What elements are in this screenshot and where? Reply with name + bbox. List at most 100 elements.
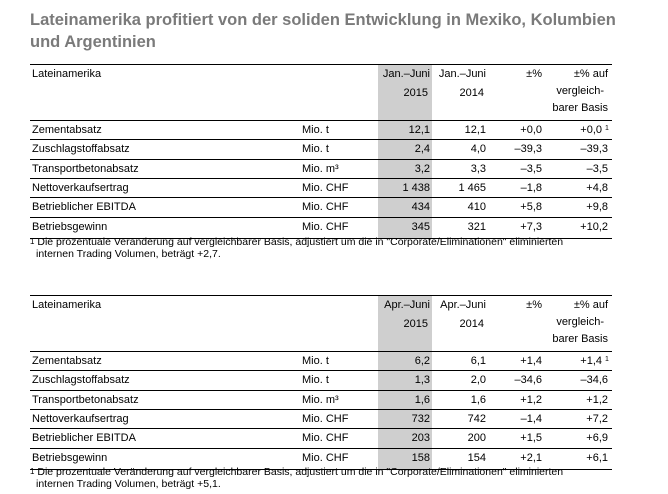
- results-table-2: Lateinamerika Apr.–Juni Apr.–Juni 2015 2014 ±…: [30, 295, 612, 471]
- row-rule: [30, 447, 612, 449]
- section-label: Lateinamerika: [32, 68, 102, 80]
- row-label: Nettoverkaufsertrag: [32, 181, 129, 194]
- footnote-text-line2: internen Trading Volumen, beträgt +2,7.: [36, 248, 221, 260]
- table-bottom-rule: [30, 468, 612, 470]
- col-header-lfl-line2: vergleich-: [556, 85, 604, 97]
- footnote-marker: 1: [605, 125, 609, 132]
- footnote: 1 Die prozentuale Veränderung auf vergle…: [30, 466, 630, 490]
- current-year-highlight: [378, 296, 432, 469]
- footnote-text-line2: internen Trading Volumen, beträgt +5,1.: [36, 478, 221, 490]
- value-current: 434: [411, 201, 430, 214]
- col-header-lfl-line1: ±% auf: [573, 68, 608, 80]
- row-rule: [30, 408, 612, 410]
- value-current: 158: [411, 451, 430, 464]
- value-current: 3,2: [414, 162, 430, 175]
- row-unit: Mio. m³: [302, 393, 339, 406]
- footnote-text-line1: Die prozentuale Veränderung auf vergleic…: [37, 236, 564, 248]
- row-label: Betriebsgewinn: [32, 451, 108, 464]
- row-unit: Mio. t: [302, 374, 329, 387]
- row-rule: [30, 389, 612, 391]
- value-change: +5,8: [520, 201, 542, 214]
- row-rule: [30, 158, 612, 160]
- row-label: Betriebsgewinn: [32, 220, 108, 233]
- table-top-rule: [30, 295, 612, 296]
- value-change: +2,1: [520, 451, 542, 464]
- row-rule: [30, 139, 612, 141]
- value-current: 1,3: [414, 374, 430, 387]
- value-change: +7,3: [520, 220, 542, 233]
- col-header-year-current: 2015: [403, 318, 428, 330]
- row-label: Zuschlagstoffabsatz: [32, 374, 130, 387]
- value-lfl-change: +4,8: [586, 181, 608, 194]
- footnote-marker-wrap: 1: [603, 355, 609, 369]
- col-header-lfl-line3: barer Basis: [552, 333, 608, 345]
- value-lfl-change: –34,6: [580, 374, 608, 387]
- value-prior: 6,1: [470, 355, 486, 367]
- value-current: 732: [411, 412, 430, 425]
- col-header-lfl-line1: ±% auf: [573, 299, 608, 311]
- footnote-marker-wrap: 1: [603, 124, 609, 138]
- value-change: +1,4: [520, 355, 542, 367]
- row-unit: Mio. CHF: [302, 181, 349, 194]
- section-label: Lateinamerika: [32, 299, 102, 311]
- col-header-period-current: Jan.–Juni: [382, 68, 430, 80]
- footnote-marker: 1: [605, 356, 609, 363]
- value-current: 345: [411, 220, 430, 233]
- footnote: 1 Die prozentuale Veränderung auf vergle…: [30, 236, 630, 260]
- row-rule: [30, 351, 612, 352]
- value-lfl-change: –39,3: [580, 143, 608, 156]
- value-lfl-change: +0,0: [580, 124, 602, 136]
- footnote-text-line1: Die prozentuale Veränderung auf vergleic…: [37, 466, 564, 478]
- row-rule: [30, 370, 612, 372]
- footnote-mark: 1: [30, 237, 35, 246]
- value-prior: 1,6: [470, 393, 486, 406]
- value-change: –1,8: [520, 181, 542, 194]
- row-unit: Mio. CHF: [302, 201, 349, 214]
- value-lfl-change: +1,2: [586, 393, 608, 406]
- row-rule: [30, 216, 612, 218]
- col-header-year-current: 2015: [403, 87, 428, 99]
- value-change: –3,5: [520, 162, 542, 175]
- col-header-year-prior: 2014: [459, 318, 484, 330]
- value-lfl-change: +6,1: [586, 451, 608, 464]
- col-header-lfl-line2: vergleich-: [556, 316, 604, 328]
- row-label: Betrieblicher EBITDA: [32, 201, 136, 214]
- row-rule: [30, 197, 612, 199]
- row-rule: [30, 177, 612, 179]
- value-change: +1,2: [520, 393, 542, 406]
- value-current: 2,4: [414, 143, 430, 156]
- col-header-period-current: Apr.–Juni: [384, 299, 430, 311]
- current-year-highlight: [378, 65, 432, 238]
- row-label: Zuschlagstoffabsatz: [32, 143, 130, 156]
- value-current: 1,6: [414, 393, 430, 406]
- value-prior: 4,0: [470, 143, 486, 156]
- col-header-change: ±%: [526, 299, 542, 311]
- col-header-period-prior: Jan.–Juni: [438, 68, 486, 80]
- value-change: +0,0: [520, 124, 542, 136]
- row-unit: Mio. CHF: [302, 220, 349, 233]
- row-label: Nettoverkaufsertrag: [32, 412, 129, 425]
- value-current: 203: [411, 432, 430, 445]
- value-current: 12,1: [408, 124, 430, 136]
- row-unit: Mio. CHF: [302, 432, 349, 445]
- row-label: Zementabsatz: [32, 355, 102, 367]
- value-prior: 410: [467, 201, 486, 214]
- row-label: Transportbetonabsatz: [32, 162, 139, 175]
- value-prior: 321: [467, 220, 486, 233]
- value-prior: 1 465: [458, 181, 486, 194]
- row-unit: Mio. t: [302, 143, 329, 156]
- value-prior: 154: [467, 451, 486, 464]
- row-unit: Mio. t: [302, 124, 329, 136]
- row-unit: Mio. CHF: [302, 412, 349, 425]
- page-title: Lateinamerika profitiert von der soliden…: [30, 11, 616, 51]
- value-lfl-change: +10,2: [580, 220, 608, 233]
- value-prior: 12,1: [464, 124, 486, 136]
- row-unit: Mio. t: [302, 355, 329, 367]
- value-prior: 742: [467, 412, 486, 425]
- row-label: Betrieblicher EBITDA: [32, 432, 136, 445]
- row-rule: [30, 120, 612, 121]
- row-label: Zementabsatz: [32, 124, 102, 136]
- value-lfl-change: +9,8: [586, 201, 608, 214]
- results-table-1: Lateinamerika Jan.–Juni Jan.–Juni 2015 2014 ±…: [30, 64, 612, 240]
- value-current: 1 438: [402, 181, 430, 194]
